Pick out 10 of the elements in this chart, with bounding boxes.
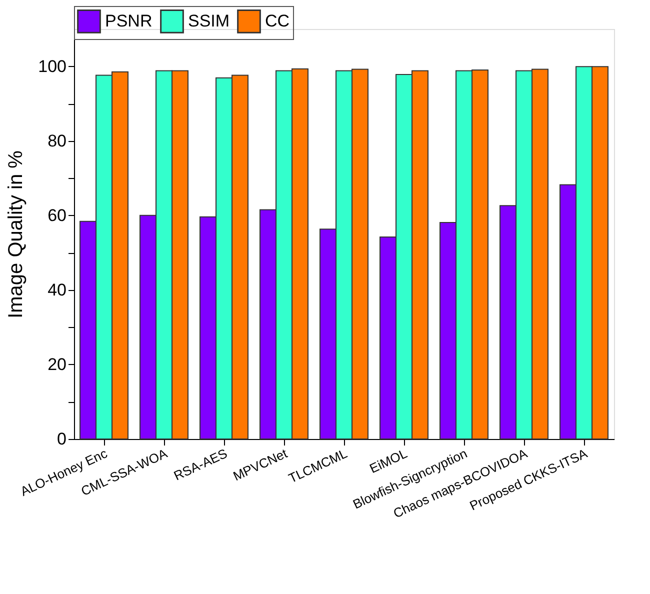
y-tick-label: 80 [48, 131, 66, 150]
legend-label: SSIM [188, 11, 230, 30]
y-axis-title: Image Quality in % [5, 150, 28, 318]
y-tick-label: 40 [48, 280, 66, 300]
y-tick-label: 20 [48, 354, 66, 374]
y-tick-label: 60 [48, 206, 66, 225]
legend-label: PSNR [105, 11, 152, 30]
y-tick-label: 0 [57, 430, 66, 448]
y-tick-label: 100 [38, 56, 66, 76]
legend-label: CC [265, 11, 290, 30]
